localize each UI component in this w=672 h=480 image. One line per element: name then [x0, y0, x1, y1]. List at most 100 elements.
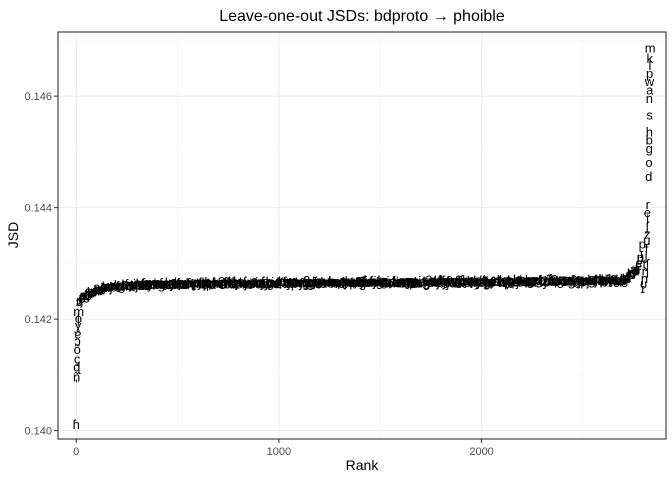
data-point: f [227, 275, 231, 290]
data-point: p [580, 274, 587, 289]
data-point: u [270, 276, 277, 291]
data-point: j [134, 278, 138, 293]
data-point: f [516, 274, 520, 289]
data-point: d [194, 276, 201, 291]
data-point: i [286, 276, 289, 291]
data-point: ə [364, 275, 371, 290]
data-point: b [355, 275, 362, 290]
data-point: s [422, 273, 429, 288]
data-point: z [576, 272, 583, 287]
data-point-labeled: ɲ [640, 271, 648, 286]
data-point: k [286, 276, 293, 291]
data-point: b [462, 273, 469, 288]
data-point: k [595, 273, 602, 288]
data-point: l [513, 272, 516, 287]
data-point: ɦ [187, 276, 194, 291]
data-point: ɦ [369, 274, 376, 289]
data-point: n [515, 273, 522, 288]
data-point: k [277, 274, 284, 289]
data-point: a [448, 274, 456, 289]
data-point: ɦ [212, 275, 219, 290]
data-point: ŋ [193, 275, 200, 290]
data-point: ʔ [224, 275, 231, 290]
data-point: ɦ [484, 274, 491, 289]
data-point: p [90, 284, 97, 299]
data-point: ɪ [121, 278, 126, 293]
data-point: ʋ [395, 275, 402, 290]
data-point: ʊ [383, 275, 390, 290]
data-point: ɲ [304, 275, 312, 290]
chart-title: Leave-one-out JSDs: bdproto → phoible [219, 8, 505, 25]
data-point: p [279, 275, 286, 290]
data-point: ɔ [163, 276, 170, 291]
data-point: l [551, 273, 554, 288]
data-point-labeled: ɐ [74, 327, 81, 342]
data-point: ʋ [138, 278, 145, 293]
data-point: r [519, 272, 524, 287]
data-point-labeled: m̃ [73, 304, 84, 319]
data-point: ʋ [243, 275, 250, 290]
data-point-labeled: z [644, 226, 651, 241]
data-point: w [244, 275, 255, 290]
data-point: ʒ [143, 276, 150, 291]
data-point: ɪ [184, 277, 189, 292]
data-point: k [587, 272, 594, 287]
data-point: k [440, 273, 447, 288]
data-point: z [564, 273, 571, 288]
data-point: ɛ [300, 276, 306, 291]
data-point: r [493, 273, 498, 288]
data-point: p [600, 273, 607, 288]
data-point: n [372, 275, 379, 290]
data-point: e [451, 274, 458, 289]
data-point: ɣ [568, 272, 575, 287]
x-tick-label: 1000 [267, 446, 291, 458]
data-point: s [141, 278, 148, 293]
data-point: s [380, 273, 387, 288]
data-point: k [408, 275, 415, 290]
data-point: ə [397, 276, 404, 291]
data-point: a [100, 279, 108, 294]
data-point: t [422, 273, 426, 288]
data-point: ɲ [577, 274, 585, 289]
data-point-labeled: ɣ [75, 318, 82, 333]
data-point: j [312, 275, 316, 290]
data-point: g [302, 276, 309, 291]
data-point: w [103, 280, 114, 295]
data-point: m [323, 275, 334, 290]
data-point: ŋ [401, 274, 408, 289]
data-point: e [313, 275, 320, 290]
data-point: p [208, 275, 215, 290]
data-point: o [447, 274, 454, 289]
data-point: z [405, 274, 412, 289]
data-point: ʒ [168, 275, 175, 290]
data-point: f [363, 273, 367, 288]
data-point: ɣ [352, 274, 359, 289]
data-point: ʊ [435, 274, 442, 289]
data-point: ɦ [597, 273, 604, 288]
data-point: ə [332, 275, 339, 290]
data-point: r [338, 275, 343, 290]
data-point: g [83, 288, 90, 303]
data-point: o [338, 276, 345, 291]
data-point: ə [631, 263, 638, 278]
data-point: ə [354, 275, 361, 290]
data-point: r [129, 277, 134, 292]
data-point: t [168, 276, 172, 291]
data-point: f [159, 275, 163, 290]
data-point: ŋ [466, 273, 473, 288]
data-point: ə [137, 276, 144, 291]
y-axis-title: JSD [5, 222, 21, 248]
data-point: o [538, 272, 545, 287]
data-point: z [173, 277, 180, 292]
data-point: ɔ [305, 274, 312, 289]
data-point: j [594, 273, 598, 288]
data-point: ə [612, 274, 619, 289]
data-point: i [218, 276, 221, 291]
data-point: ɲ [264, 276, 272, 291]
data-point: p [267, 274, 274, 289]
data-point: ʃ [459, 273, 464, 288]
data-point: ɔ [76, 294, 83, 309]
data-point: ɲ [627, 265, 635, 280]
data-point: ɣ [618, 272, 625, 287]
data-point: r [534, 274, 539, 289]
